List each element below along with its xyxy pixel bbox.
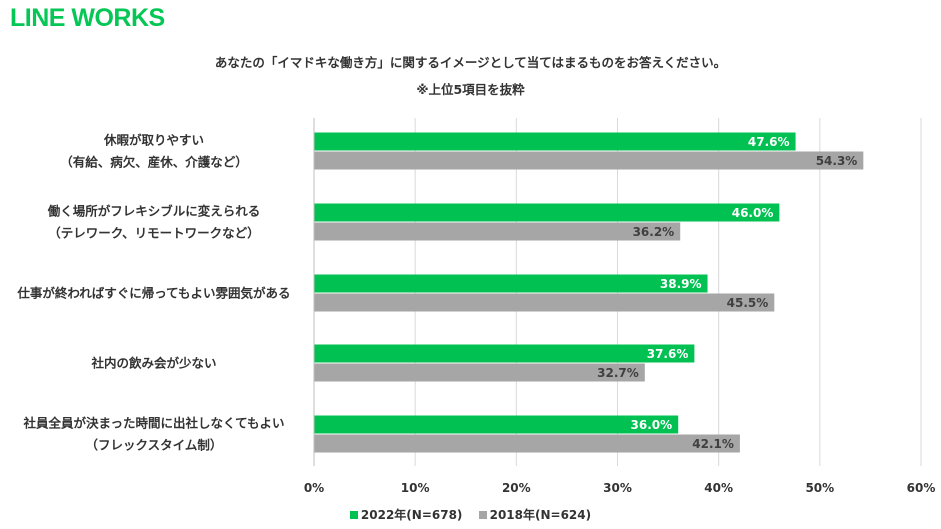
bar-2018-2 <box>314 293 775 312</box>
category-label-0-0: 休暇が取りやすい <box>103 133 204 148</box>
category-label-2-0: 仕事が終わればすぐに帰ってもよい雰囲気がある <box>16 286 290 301</box>
bar-2018-1 <box>314 222 681 241</box>
x-tick-label-10: 10% <box>401 481 430 495</box>
bar-label-2018-4: 42.1% <box>692 437 734 451</box>
bar-label-2018-1: 36.2% <box>633 225 675 239</box>
legend-item-2022: 2022年(N=678) <box>349 506 463 523</box>
bar-label-2018-3: 32.7% <box>597 366 639 380</box>
category-label-1-1: （テレワーク、リモートワークなど） <box>48 226 259 241</box>
x-tick-label-40: 40% <box>704 481 733 495</box>
category-label-4-0: 社員全員が決まった時間に出社しなくてもよい <box>22 416 284 431</box>
bar-2018-3 <box>314 363 645 382</box>
x-tick-label-0: 0% <box>304 481 324 495</box>
bar-2022-1 <box>314 203 780 222</box>
legend-swatch-2022 <box>349 510 358 519</box>
bar-label-2022-4: 36.0% <box>631 418 673 432</box>
x-tick-label-20: 20% <box>502 481 531 495</box>
category-label-3-0: 社内の飲み会が少ない <box>90 356 216 371</box>
bar-label-2018-0: 54.3% <box>816 154 858 168</box>
bar-2022-0 <box>314 132 796 151</box>
x-tick-label-60: 60% <box>907 481 936 495</box>
chart-legend: 2022年(N=678) 2018年(N=624) <box>0 506 941 523</box>
category-label-4-1: （フレックスタイム制） <box>86 438 223 453</box>
bar-label-2022-0: 47.6% <box>748 135 790 149</box>
category-label-1-0: 働く場所がフレキシブルに変えられる <box>47 204 261 219</box>
legend-label-2022: 2022年(N=678) <box>360 508 463 522</box>
legend-item-2018: 2018年(N=624) <box>478 506 592 523</box>
legend-swatch-2018 <box>478 510 487 519</box>
legend-label-2018: 2018年(N=624) <box>489 508 592 522</box>
chart-subtitle: ※上位5項目を抜粋 <box>416 82 525 97</box>
bar-2018-4 <box>314 434 740 453</box>
bar-2022-3 <box>314 344 695 363</box>
bar-label-2022-2: 38.9% <box>660 277 702 291</box>
bar-label-2018-2: 45.5% <box>727 296 769 310</box>
x-tick-label-30: 30% <box>603 481 632 495</box>
bar-2018-0 <box>314 151 864 170</box>
bar-label-2022-1: 46.0% <box>732 206 774 220</box>
bar-2022-2 <box>314 274 708 293</box>
x-tick-label-50: 50% <box>805 481 834 495</box>
line-works-logo: LINE WORKS <box>10 4 165 32</box>
bar-2022-4 <box>314 415 679 434</box>
category-label-0-1: （有給、病欠、産休、介護など） <box>60 155 248 170</box>
chart-title: あなたの「イマドキな働き方」に関するイメージとして当てはまるものをお答えください… <box>214 55 727 70</box>
bar-label-2022-3: 37.6% <box>647 347 689 361</box>
